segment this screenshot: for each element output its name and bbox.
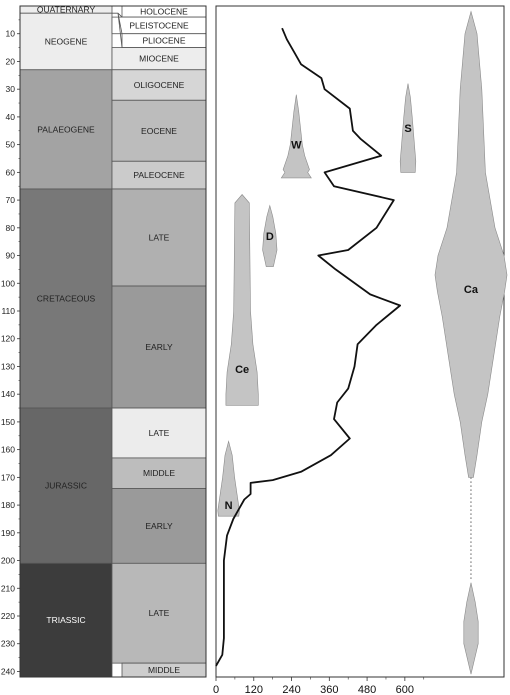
period-label: QUATERNARY <box>37 5 96 15</box>
epoch-label: PLEISTOCENE <box>129 20 189 30</box>
epoch-label: HOLOCENE <box>140 7 188 17</box>
age-tick-label: 120 <box>1 334 15 344</box>
epoch-block <box>111 160 207 190</box>
period-label: PALAEOGENE <box>37 124 95 134</box>
diversity-axis: 0 120 240 360 480 600 <box>213 677 425 695</box>
age-axis: 10 20 30 40 50 60 70 80 90 100 110 120 130 140 150 160 1… <box>1 19 20 676</box>
age-tick-label: 220 <box>1 611 15 621</box>
taxon-label: S <box>404 123 411 135</box>
age-tick-label: 110 <box>1 306 15 316</box>
diversity-tick-label: 360 <box>320 684 338 695</box>
taxon-ranges: W S D Ce N Ca <box>217 10 508 675</box>
age-tick-label: 240 <box>1 666 15 676</box>
diversity-curve <box>215 27 401 667</box>
diversity-tick-label: 0 <box>213 684 219 695</box>
diversity-tick-label: 120 <box>245 684 263 695</box>
age-tick-label: 230 <box>1 639 15 649</box>
epoch-label: LATE <box>149 608 170 618</box>
period-label: JURASSIC <box>45 481 87 491</box>
age-tick-label: 70 <box>6 195 16 205</box>
epoch-label: MIDDLE <box>143 468 175 478</box>
age-tick-label: 160 <box>1 445 15 455</box>
age-tick-label: 180 <box>1 500 15 510</box>
diversity-tick-label: 240 <box>282 684 300 695</box>
taxon-label: N <box>225 500 233 512</box>
age-tick-label: 130 <box>1 361 15 371</box>
geologic-timescale: QUATERNARY NEOGENE PALAEOGENE CRETACEOUS JUR… <box>19 5 207 678</box>
age-tick-label: 90 <box>6 251 16 261</box>
taxon-range-ca-lower <box>463 582 479 675</box>
age-tick-label: 170 <box>1 472 15 482</box>
period-block <box>19 407 113 564</box>
epoch-label: OLIGOCENE <box>134 80 185 90</box>
taxon-range-ce <box>225 194 259 406</box>
epoch-label: MIDDLE <box>148 665 180 675</box>
age-tick-label: 140 <box>1 389 15 399</box>
epoch-label: EOCENE <box>141 126 177 136</box>
epoch-label: PLIOCENE <box>143 36 186 46</box>
period-label: NEOGENE <box>45 36 88 46</box>
taxon-label: W <box>291 140 302 152</box>
age-tick-label: 10 <box>6 29 16 39</box>
taxon-label: Ce <box>235 364 249 376</box>
epoch-label: EARLY <box>145 342 173 352</box>
epoch-block <box>111 188 207 287</box>
epoch-label: EARLY <box>145 521 173 531</box>
epoch-block <box>111 285 207 409</box>
age-tick-label: 190 <box>1 528 15 538</box>
period-block <box>19 69 113 190</box>
taxon-range-s <box>399 83 417 173</box>
age-tick-label: 100 <box>1 278 15 288</box>
age-tick-label: 40 <box>6 112 16 122</box>
age-tick-label: 210 <box>1 583 15 593</box>
age-tick-label: 30 <box>6 84 16 94</box>
epoch-label: MIOCENE <box>139 54 179 64</box>
period-label: TRIASSIC <box>46 615 85 625</box>
age-tick-label: 80 <box>6 223 16 233</box>
diversity-tick-label: 600 <box>396 684 414 695</box>
period-label: CRETACEOUS <box>37 294 96 304</box>
epoch-block <box>111 457 207 489</box>
diversity-plot: W S D Ce N Ca <box>215 5 508 678</box>
taxon-label: Ca <box>464 284 479 296</box>
taxon-range-n <box>217 440 240 517</box>
taxon-range-d <box>262 204 278 267</box>
age-tick-label: 200 <box>1 556 15 566</box>
age-tick-label: 150 <box>1 417 15 427</box>
age-tick-label: 60 <box>6 167 16 177</box>
age-tick-label: 50 <box>6 140 16 150</box>
diversity-tick-label: 480 <box>358 684 376 695</box>
taxon-range-w <box>280 94 312 179</box>
epoch-block <box>111 562 207 664</box>
epoch-label: LATE <box>149 428 170 438</box>
epoch-label: PALEOCENE <box>133 170 185 180</box>
taxon-label: D <box>266 231 274 243</box>
timescale-frame <box>19 5 207 678</box>
epoch-block <box>111 99 207 162</box>
epoch-label: LATE <box>149 233 170 243</box>
age-tick-label: 20 <box>6 56 16 66</box>
